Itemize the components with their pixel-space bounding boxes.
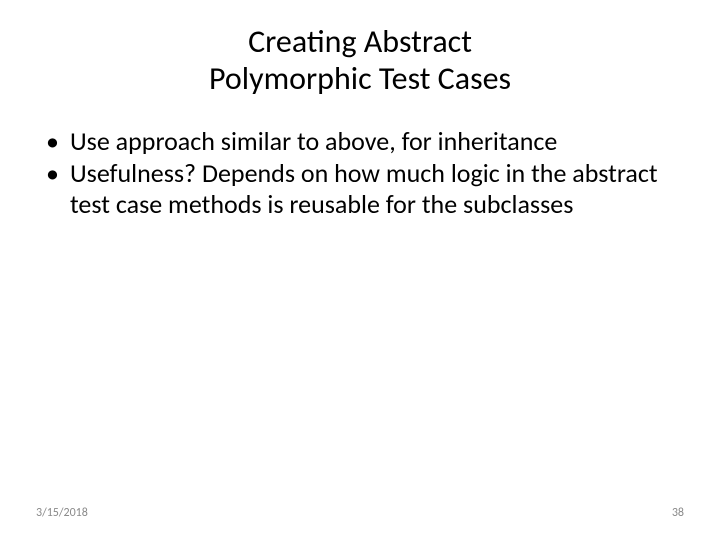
bullet-list: Use approach similar to above, for inher… — [42, 126, 664, 220]
slide-body: Use approach similar to above, for inher… — [36, 126, 684, 220]
slide-title: Creating Abstract Polymorphic Test Cases — [36, 24, 684, 98]
bullet-text: Use approach similar to above, for inher… — [70, 125, 557, 157]
bullet-text: Usefulness? Depends on how much logic in… — [70, 157, 658, 220]
title-line-2: Polymorphic Test Cases — [116, 61, 604, 98]
footer-page-number: 38 — [672, 506, 684, 520]
title-line-1: Creating Abstract — [116, 24, 604, 61]
footer-date: 3/15/2018 — [36, 506, 88, 520]
bullet-item: Usefulness? Depends on how much logic in… — [42, 158, 664, 219]
slide-footer: 3/15/2018 38 — [36, 506, 684, 520]
slide-container: Creating Abstract Polymorphic Test Cases… — [0, 0, 720, 540]
bullet-item: Use approach similar to above, for inher… — [42, 126, 664, 157]
